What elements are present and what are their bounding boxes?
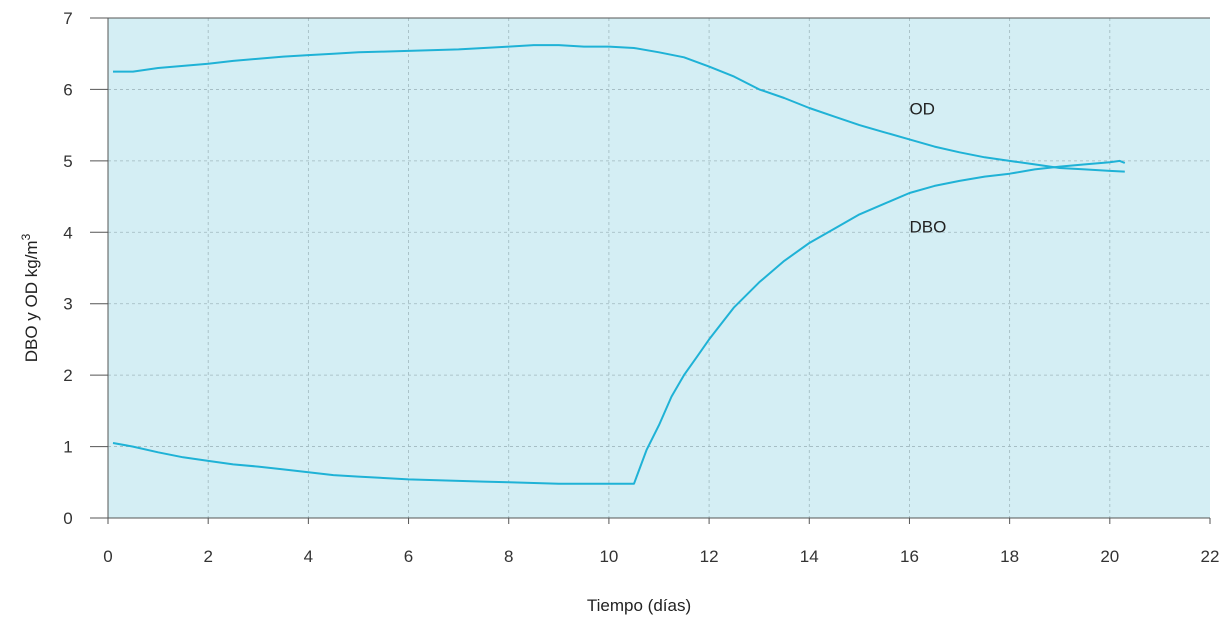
x-tick-label: 18 (1000, 547, 1019, 566)
y-tick-label: 1 (63, 438, 72, 457)
grid-lines (108, 18, 1210, 518)
x-tick-label: 10 (599, 547, 618, 566)
y-tick-label: 5 (63, 152, 72, 171)
y-axis-label: DBO y OD kg/m3 (19, 233, 41, 362)
x-tick-label: 16 (900, 547, 919, 566)
y-axis-label-main: DBO y OD kg/m (22, 240, 41, 362)
x-tick-label: 8 (504, 547, 513, 566)
x-tick-label: 20 (1100, 547, 1119, 566)
x-tick-label: 22 (1201, 547, 1220, 566)
series-line-dbo (112, 159, 1126, 485)
series-label-dbo: DBO (909, 217, 946, 236)
y-tick-label: 7 (63, 9, 72, 28)
y-tick-label: 4 (63, 223, 72, 242)
x-tick-label: 4 (304, 547, 313, 566)
series-label-od: OD (909, 99, 935, 118)
y-axis-label-superscript: 3 (19, 233, 33, 240)
series-line-od (113, 44, 1125, 173)
y-tick-label: 0 (63, 509, 72, 528)
y-tick-label: 3 (63, 295, 72, 314)
axes (90, 17, 1211, 524)
x-axis-label: Tiempo (días) (587, 596, 691, 615)
x-tick-label: 2 (203, 547, 212, 566)
y-tick-label: 2 (63, 366, 72, 385)
x-tick-label: 14 (800, 547, 819, 566)
x-tick-label: 6 (404, 547, 413, 566)
y-tick-label: 6 (63, 80, 72, 99)
series-lines (112, 44, 1126, 485)
plot-area (108, 18, 1210, 518)
x-tick-label: 12 (700, 547, 719, 566)
x-tick-label: 0 (103, 547, 112, 566)
